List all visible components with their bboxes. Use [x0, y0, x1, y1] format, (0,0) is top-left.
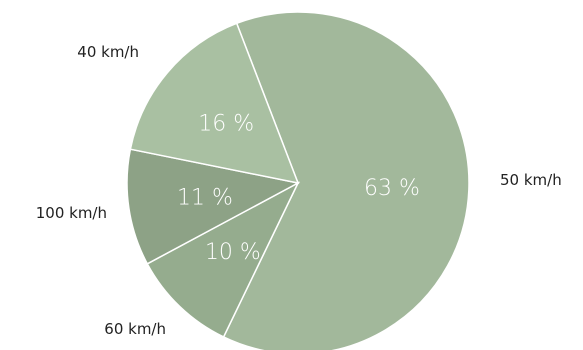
slice-percentage-label: 11 % [177, 186, 233, 211]
pie-slice [146, 181, 300, 338]
slice-percentage-label: 10 % [205, 240, 261, 265]
slice-percentage-label: 63 % [364, 176, 420, 201]
slice-category-label: 60 km/h [104, 320, 166, 338]
pie-slice [126, 148, 301, 265]
slice-category-label: 100 km/h [36, 204, 107, 222]
pie-slices [126, 11, 470, 350]
pie-slice [129, 22, 300, 185]
percentage-labels: 63 % 10 % 11 % 16 % [177, 111, 420, 265]
pie-slice [222, 11, 470, 350]
slice-category-label: 40 km/h [77, 43, 139, 61]
slice-percentage-label: 16 % [198, 111, 254, 136]
slice-category-label: 50 km/h [500, 171, 562, 189]
category-labels: 50 km/h 60 km/h 100 km/h 40 km/h [36, 43, 562, 338]
